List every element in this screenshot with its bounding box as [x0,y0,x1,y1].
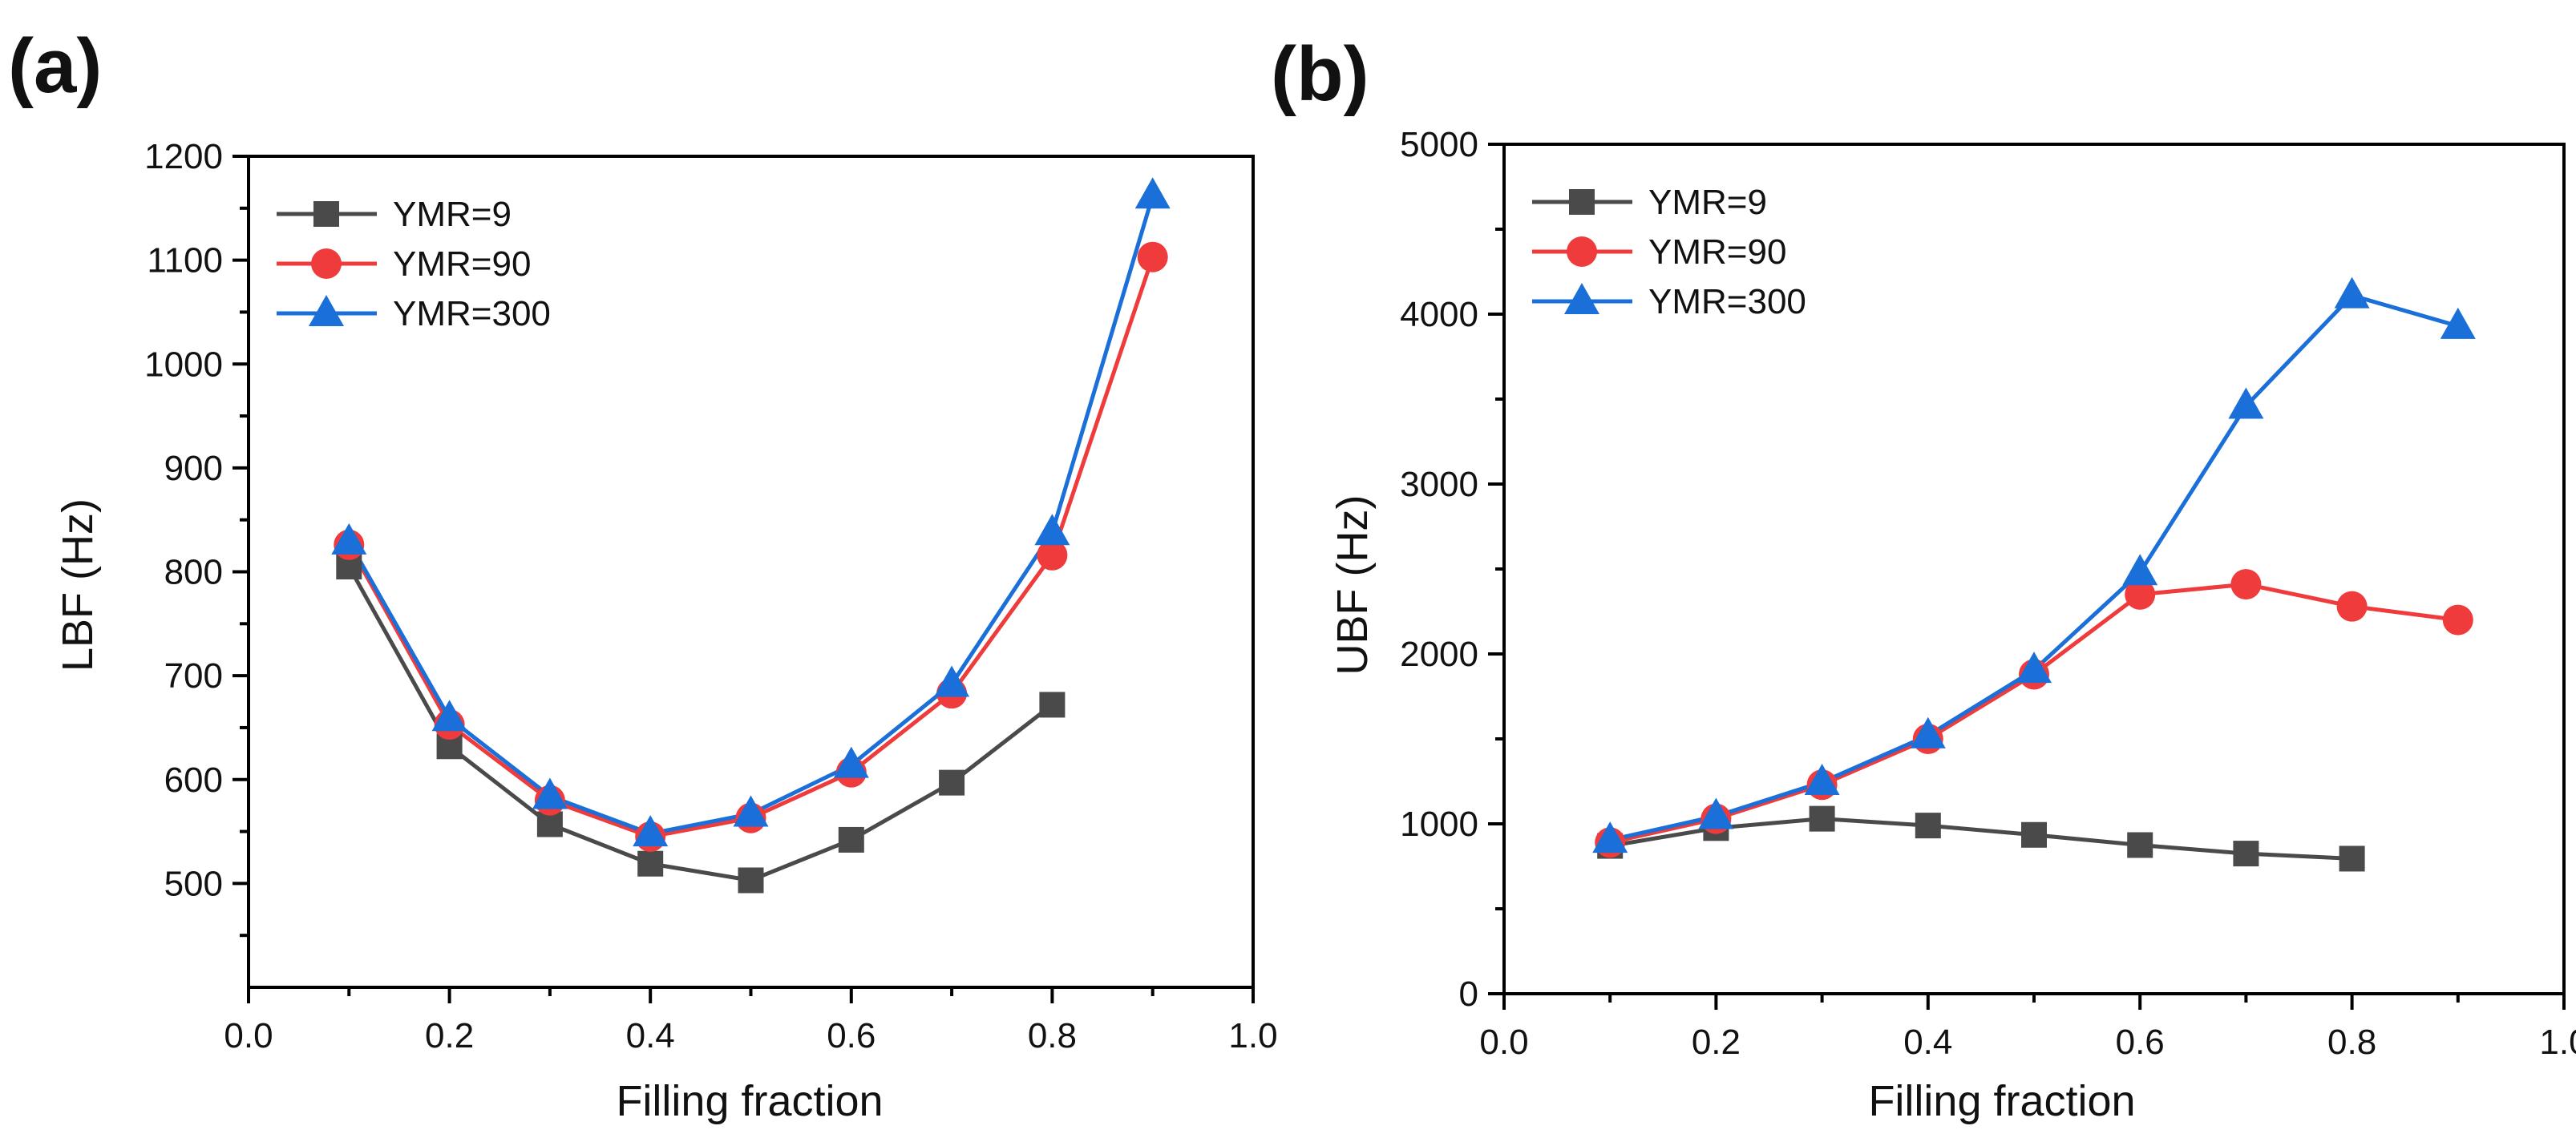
chart-a-series-line-1 [347,256,1155,839]
chart-a-data-point-s2 [532,777,568,809]
chart-b-data-point-s0 [1809,805,1835,832]
chart-a-legend-label-0: YMR=9 [393,195,512,234]
chart-a: Filling fraction LBF (Hz) 0.0 0.2 0.4 0.6 0.… [54,137,1278,1125]
chart-a-ytick-label: 500 [164,864,223,903]
chart-a-data-point-s2 [1034,514,1070,546]
panel-label-b: (b) [1271,31,1369,117]
chart-a-ylabel: LBF (Hz) [54,498,102,672]
chart-b-ytick-label: 4000 [1400,295,1478,334]
chart-b-data-point-s0 [2339,845,2365,872]
chart-b-data-point-s2 [2016,652,2052,684]
chart-a-data-point-s2 [934,665,970,697]
chart-a-series-line-0 [347,565,1053,882]
chart-a-xtick-label: 0.6 [827,1016,876,1055]
chart-a-data-point-s1 [1037,539,1068,571]
chart-b-data-point-s0 [2233,841,2259,867]
chart-a-data-point-s0 [738,867,764,894]
chart-b-legend-label-1: YMR=90 [1648,232,1786,272]
chart-a-legend-marker-2 [309,295,344,326]
chart-b-data-point-s2 [2228,387,2264,419]
chart-a-data-point-s2 [733,795,769,827]
chart-b-xtick-label: 0.6 [2116,1023,2165,1062]
chart-b-data-point-s0 [1915,813,1941,839]
chart-b-data-point-s1 [2442,604,2473,636]
chart-b-ytick-label: 0 [1459,975,1478,1014]
panel-label-a: (a) [8,23,102,109]
chart-a-legend-marker-1 [311,248,342,279]
chart-b-xtick-label: 0.4 [1903,1023,1952,1062]
chart-a-xtick-label: 0.0 [224,1016,273,1055]
chart-b-data-point-s0 [2021,821,2047,848]
chart-b-ytick-label: 3000 [1400,465,1478,504]
chart-a-data-point-s2 [833,746,869,778]
chart-b-data-point-s2 [2440,307,2476,339]
chart-a-legend-marker-0 [313,201,339,227]
chart-a-data-point-s0 [536,811,563,837]
chart-a-ytick-label: 1000 [144,345,223,384]
chart-b-legend-marker-1 [1567,236,1597,267]
chart-b-data-point-s1 [2125,579,2156,610]
chart-a-xtick-label: 0.4 [626,1016,675,1055]
chart-b-legend-label-0: YMR=9 [1648,183,1767,222]
chart-b-ytick-label: 2000 [1400,635,1478,674]
chart-b-ylabel: UBF (Hz) [1328,495,1377,676]
chart-a-xtick-label: 0.2 [425,1016,474,1055]
chart-b-xtick-label: 0.0 [1479,1023,1528,1062]
chart-a-ytick-label: 700 [164,656,223,696]
chart-a-data-point-s2 [431,700,467,732]
chart-b-data-point-s2 [2122,554,2158,586]
chart-b-xtick-label: 0.2 [1692,1023,1741,1062]
chart-b-ytick-label: 1000 [1400,805,1478,844]
chart-a-xlabel: Filling fraction [616,1077,883,1125]
chart-a-ytick-label: 1100 [147,241,223,280]
chart-a-xtick-label: 1.0 [1228,1016,1277,1055]
chart-a-legend-label-2: YMR=300 [393,294,551,333]
chart-b-data-point-s1 [2230,569,2262,600]
chart-a-ytick-label: 600 [164,761,223,800]
chart-a-data-point-s2 [331,523,367,555]
chart-b-legend-label-2: YMR=300 [1648,282,1806,321]
chart-b-data-point-s1 [2336,591,2368,622]
chart-a-ytick-label: 900 [164,449,223,488]
chart-a-legend-label-1: YMR=90 [393,244,531,284]
chart-b-plot-frame [1502,143,2566,995]
chart-b-data-point-s2 [1698,797,1734,829]
chart-a-data-point-s0 [939,769,965,796]
chart-b-xtick-label: 0.8 [2327,1023,2376,1062]
chart-b-xlabel: Filling fraction [1868,1077,2135,1125]
chart-b-ytick-label: 5000 [1400,125,1478,164]
chart-a-ytick-label: 800 [164,553,223,592]
chart-a-data-point-s0 [838,826,864,853]
chart-a-xtick-label: 0.8 [1028,1016,1077,1055]
chart-b-legend-marker-0 [1569,189,1595,215]
chart-b-data-point-s2 [1910,716,1946,749]
chart-b-data-point-s2 [1804,764,1840,796]
chart-b-series-line-2 [1609,293,2459,842]
chart-a-data-point-s2 [633,815,669,847]
chart-b: Filling fraction UBF (Hz) 0.0 0.2 0.4 0.6 0.… [1328,125,2576,1125]
chart-b-series-line-0 [1609,817,2352,861]
chart-a-data-point-s0 [637,850,664,877]
chart-a-data-point-s2 [1134,177,1171,209]
chart-b-data-point-s2 [1592,821,1628,853]
chart-a-ytick-label: 1200 [144,137,223,176]
chart-b-data-point-s2 [2334,276,2370,309]
chart-b-xtick-label: 1.0 [2539,1023,2576,1062]
chart-b-legend-marker-2 [1564,283,1599,314]
chart-a-data-point-s0 [1039,692,1066,718]
chart-b-data-point-s0 [2127,832,2153,858]
chart-b-series-line-1 [1609,582,2459,845]
chart-a-data-point-s1 [1137,241,1168,272]
